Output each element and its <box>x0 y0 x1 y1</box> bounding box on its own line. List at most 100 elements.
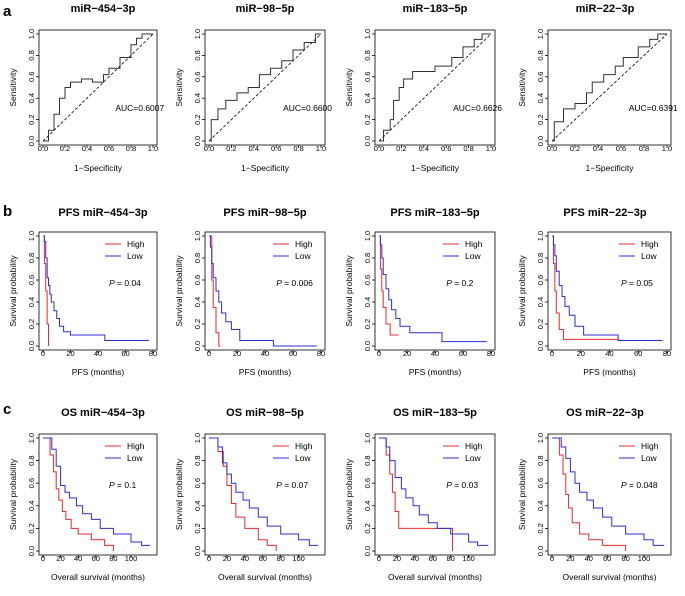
y-tick-label: 0.8 <box>363 50 372 60</box>
x-tick-label: 20 <box>566 554 574 563</box>
chart-title: OS miR−454−3p <box>61 407 145 419</box>
x-tick-label: 0.4 <box>419 144 429 153</box>
x-axis-label: 1−Specificity <box>586 163 635 173</box>
plot-box <box>374 433 496 556</box>
x-tick-label: 0.6 <box>441 144 451 153</box>
chart-a-2: miR−98−5p 0.0 0.2 0.4 0.6 0.8 1.0 0.0 0.2 0.4 0.6 0… <box>174 3 332 173</box>
x-tick-label: 60 <box>634 349 642 358</box>
y-tick-label: 0.8 <box>536 253 545 263</box>
y-tick-label: 0.6 <box>27 478 36 488</box>
x-tick-label: 80 <box>317 349 325 358</box>
legend-label-low: Low <box>641 453 657 463</box>
chart-c-3: OS miR−183−5p 0.0 0.2 0.4 0.6 0.8 1.0 0 20 40 60 80… <box>344 407 496 582</box>
y-axis-label: Survival probability <box>517 255 527 327</box>
auc-annotation: AUC=0.6626 <box>453 103 502 113</box>
x-tick-label: 1.0 <box>486 144 496 153</box>
x-tick-label: 40 <box>585 554 593 563</box>
chart-b-4: PFS miR−22−3p 0.0 0.2 0.4 0.6 0.8 1.0 0 20 40 60 80… <box>517 207 672 377</box>
x-axis-label: PFS (months) <box>409 367 462 377</box>
p-value: P = 0.048 <box>621 480 658 490</box>
y-tick-label: 0.6 <box>27 275 36 285</box>
chart-c-1: OS miR−454−3p 0.0 0.2 0.4 0.6 0.8 1.0 0 20 40 60 80… <box>8 407 158 582</box>
survival-curve-low <box>552 235 663 341</box>
y-tick-label: 0.2 <box>536 523 545 533</box>
chart-title: OS miR−98−5p <box>226 407 304 419</box>
p-value-symbol: P <box>276 480 282 490</box>
p-value-text: = 0.05 <box>627 278 654 288</box>
legend-label-low: Low <box>127 453 143 463</box>
roc-curve <box>552 33 667 142</box>
y-tick-label: 1.0 <box>363 231 372 241</box>
plot-box <box>204 231 326 351</box>
x-tick-label: 20 <box>56 554 64 563</box>
x-tick-label: 0 <box>207 554 211 563</box>
y-tick-label: 0.2 <box>27 114 36 124</box>
p-value: P = 0.1 <box>109 480 136 490</box>
survival-curve-low <box>379 235 487 343</box>
chart-title: OS miR−22−3p <box>566 407 644 419</box>
y-tick-label: 0.2 <box>536 114 545 124</box>
p-value-symbol: P <box>621 278 627 288</box>
survival-curve-low <box>209 235 317 347</box>
x-tick-label: 0 <box>550 554 554 563</box>
x-tick-label: 40 <box>241 554 249 563</box>
x-tick-label: 0.0 <box>38 144 48 153</box>
x-tick-label: 0.8 <box>639 144 649 153</box>
x-axis-label: Overall survival (months) <box>218 572 312 582</box>
survival-curve-high <box>43 437 114 551</box>
legend-label-low: Low <box>465 251 481 261</box>
roc-curve <box>209 33 321 142</box>
y-axis-label: Survival probability <box>8 458 18 530</box>
y-tick-label: 0.8 <box>27 455 36 465</box>
p-value-text: = 0.1 <box>115 480 137 490</box>
x-tick-label: 0 <box>207 349 211 358</box>
chart-b-3: PFS miR−183−5p 0.0 0.2 0.4 0.6 0.8 1.0 0 20 40 60 8… <box>344 207 496 377</box>
x-tick-label: 0.6 <box>104 144 114 153</box>
y-tick-label: 1.0 <box>193 29 202 39</box>
y-tick-label: 0.4 <box>193 297 202 307</box>
y-tick-label: 1.0 <box>27 433 36 443</box>
y-tick-label: 0.6 <box>536 72 545 82</box>
x-tick-label: 0.4 <box>593 144 603 153</box>
plot-box <box>38 29 158 146</box>
plot-box <box>547 433 672 556</box>
y-tick-label: 0.4 <box>27 93 36 103</box>
plots-grid: miR−454−3p 0.0 0.2 0.4 0.6 0.8 1.0 0.0 0.2 0.4 0.6… <box>8 3 678 582</box>
y-tick-label: 0.6 <box>193 72 202 82</box>
y-tick-label: 0.0 <box>536 341 545 351</box>
y-axis-label: Sensitivity <box>174 68 184 107</box>
y-tick-label: 1.0 <box>193 433 202 443</box>
panel-letter-b: b <box>3 203 12 220</box>
x-tick-label: 80 <box>149 349 157 358</box>
p-value-symbol: P <box>109 480 115 490</box>
p-value-symbol: P <box>276 278 282 288</box>
y-tick-label: 0.0 <box>363 136 372 146</box>
y-tick-label: 1.0 <box>363 433 372 443</box>
y-tick-label: 1.0 <box>27 29 36 39</box>
x-tick-label: 0 <box>377 349 381 358</box>
y-tick-label: 0.6 <box>363 275 372 285</box>
x-tick-label: 0 <box>41 554 45 563</box>
panel-letter-a: a <box>3 3 12 20</box>
x-tick-label: 20 <box>393 554 401 563</box>
y-axis-label: Sensitivity <box>8 68 18 107</box>
x-tick-label: 0.8 <box>293 144 303 153</box>
x-tick-label: 0 <box>41 349 45 358</box>
x-tick-label: 1.0 <box>316 144 326 153</box>
y-tick-label: 1.0 <box>536 29 545 39</box>
plot-box <box>38 433 158 556</box>
x-tick-label: 40 <box>605 349 613 358</box>
legend-label-high: High <box>465 239 483 249</box>
chart-title: OS miR−183−5p <box>393 407 477 419</box>
x-tick-label: 80 <box>487 349 495 358</box>
chart-title: miR−183−5p <box>403 3 468 15</box>
y-axis-label: Survival probability <box>8 255 18 327</box>
p-value-symbol: P <box>446 480 452 490</box>
p-value: P = 0.03 <box>446 480 478 490</box>
survival-curve-high <box>379 437 453 551</box>
chart-a-1: miR−454−3p 0.0 0.2 0.4 0.6 0.8 1.0 0.0 0.2 0.4 0.6… <box>8 3 165 173</box>
x-tick-label: 0.2 <box>570 144 580 153</box>
chart-a-4: miR−22−3p 0.0 0.2 0.4 0.6 0.8 1.0 0.0 0.2 0.4 0.6 0… <box>517 3 678 173</box>
x-tick-label: 0.2 <box>396 144 406 153</box>
reference-diagonal <box>551 33 668 142</box>
